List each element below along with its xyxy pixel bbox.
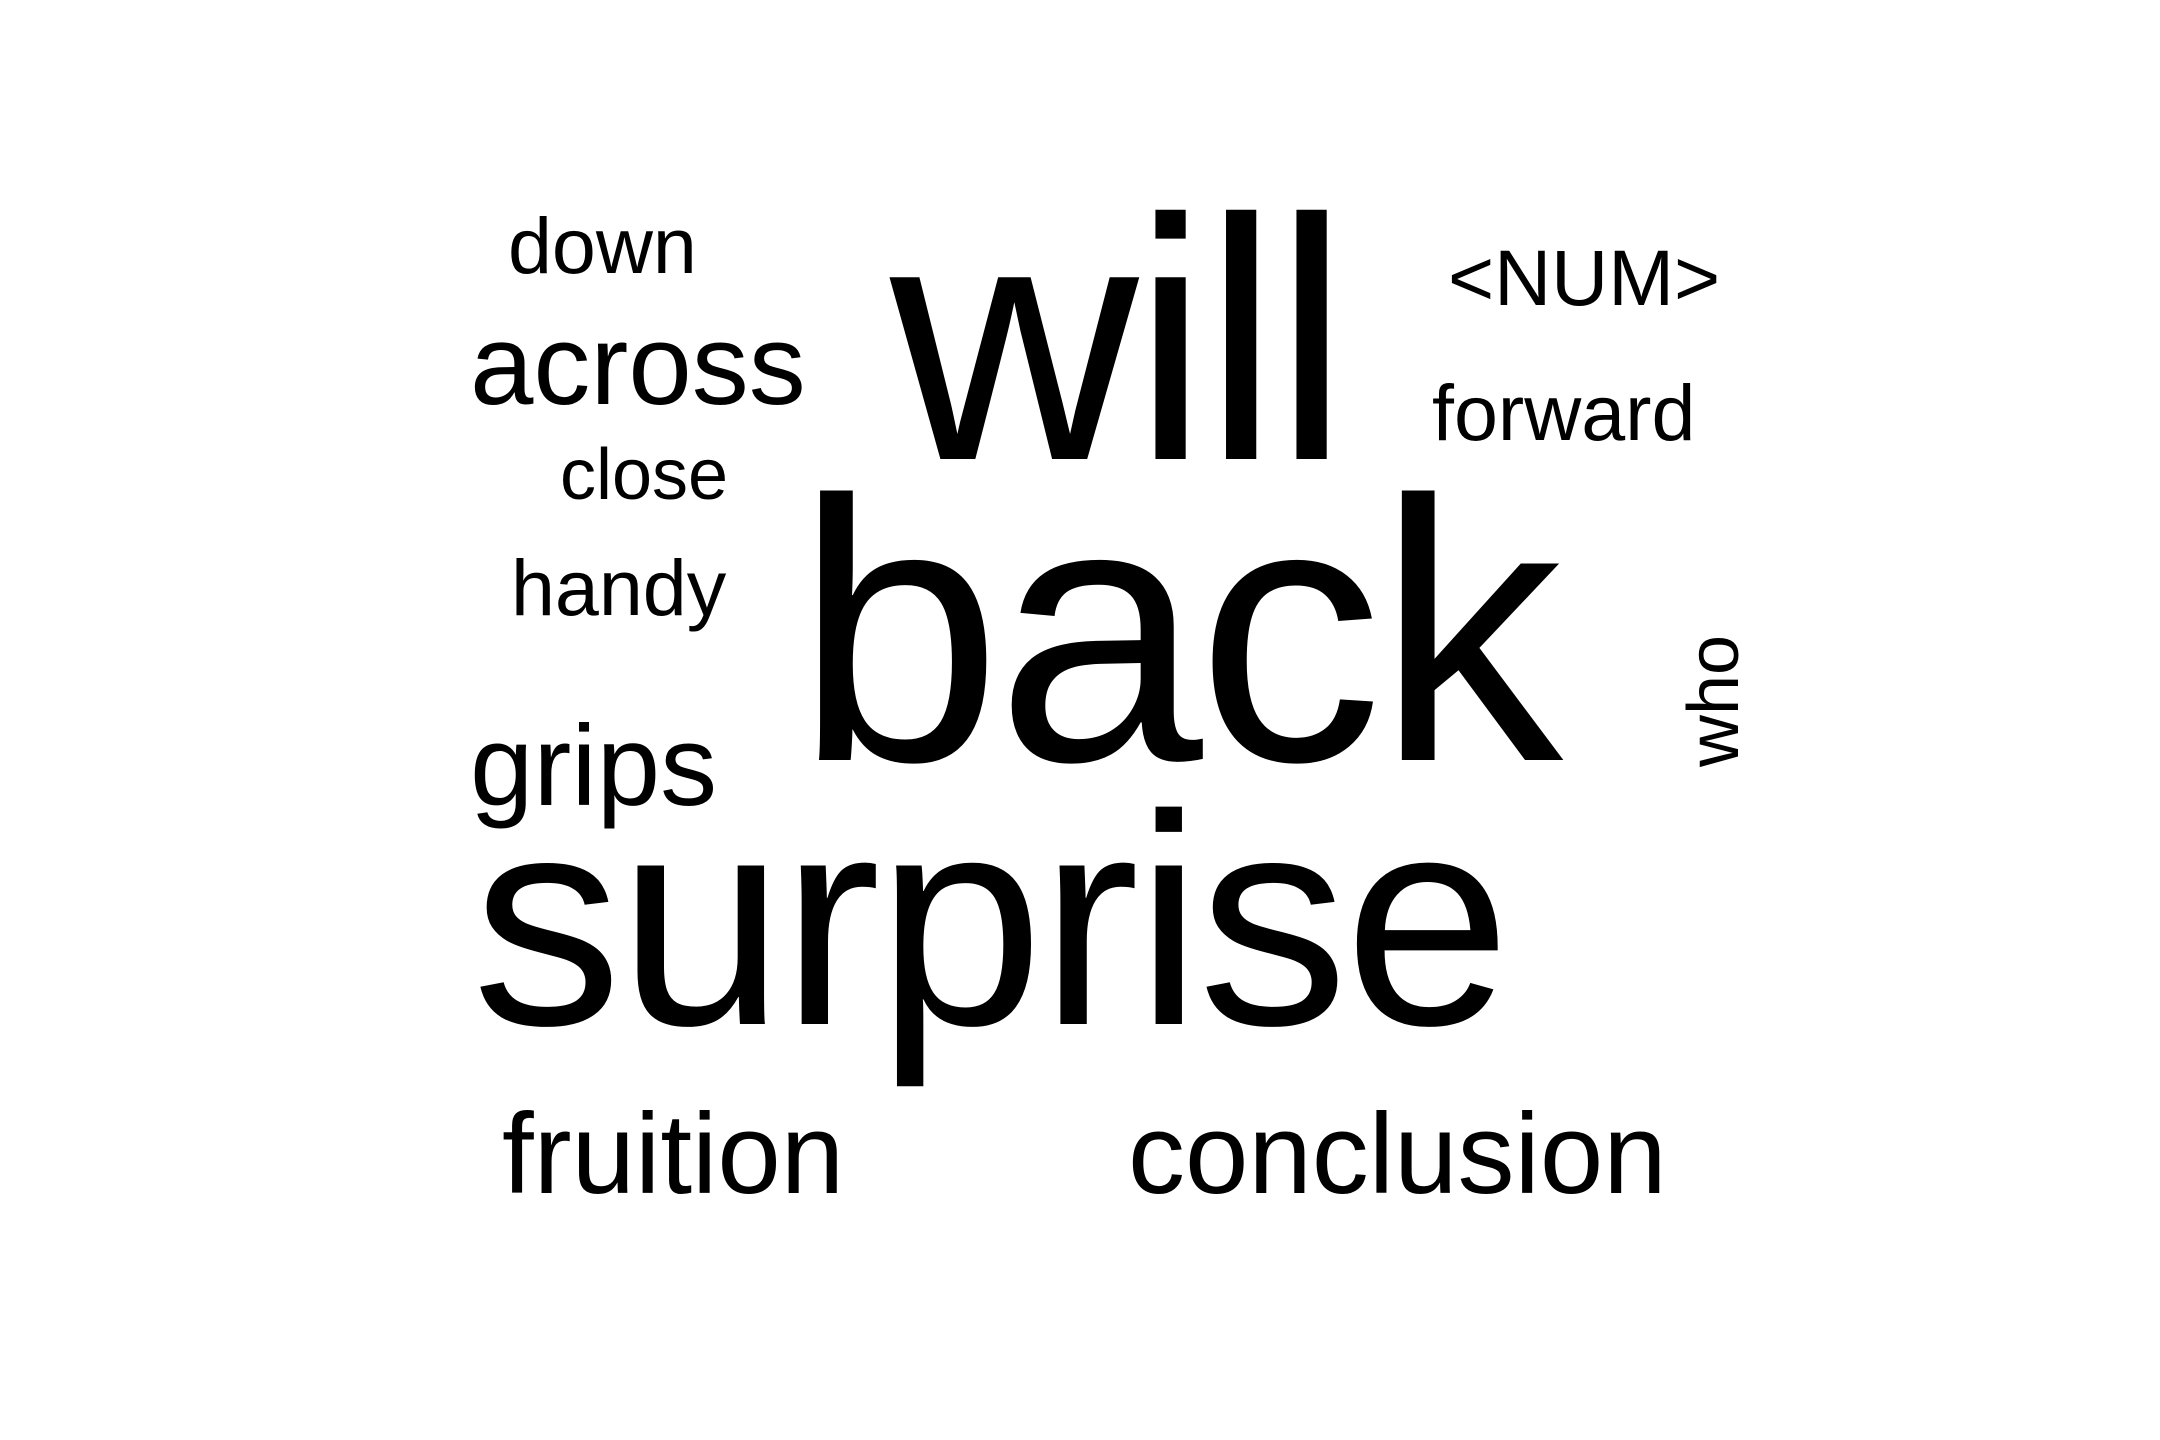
word-surprise: surprise — [472, 752, 1511, 1088]
word-grips: grips — [470, 703, 718, 830]
word-conclusion: conclusion — [1128, 1091, 1667, 1218]
word-forward: forward — [1432, 368, 1696, 457]
word-fruition: fruition — [502, 1091, 845, 1218]
word-will: will — [890, 148, 1350, 532]
word-handy: handy — [511, 543, 727, 632]
word-back: back — [795, 423, 1563, 839]
word-down: down — [508, 201, 697, 290]
word-close: close — [560, 435, 729, 515]
word-who: who — [1674, 634, 1755, 768]
word-across: across — [470, 302, 806, 429]
word-num: <NUM> — [1448, 233, 1721, 322]
